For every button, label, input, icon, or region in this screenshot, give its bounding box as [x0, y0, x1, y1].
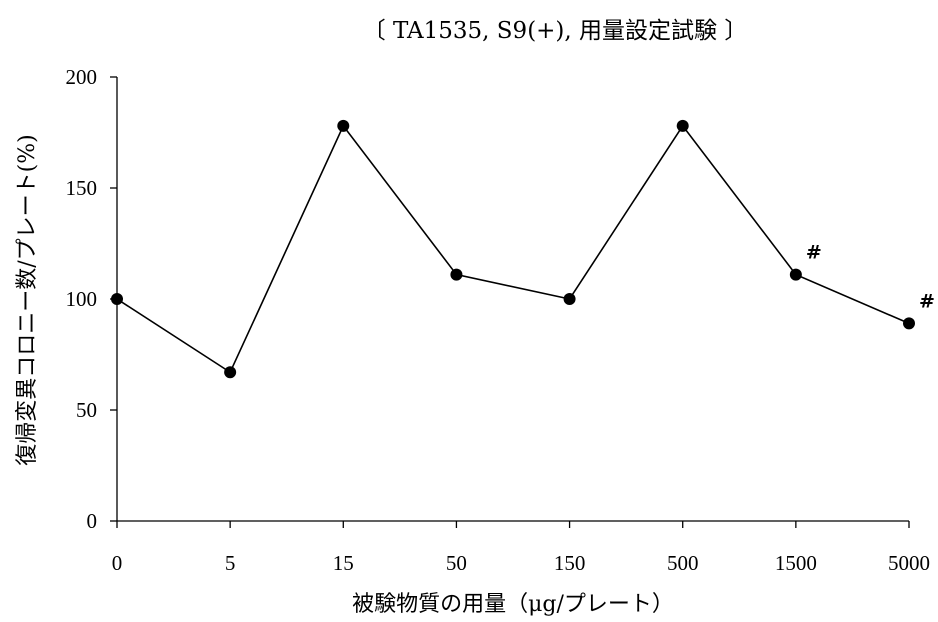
data-point — [903, 317, 915, 330]
y-tick-label: 100 — [66, 287, 98, 311]
significance-mark: # — [919, 290, 935, 312]
y-tick-label: 150 — [66, 176, 98, 200]
x-tick-label: 50 — [446, 551, 467, 575]
y-axis-label: 復帰変異コロニー数/プレート(%) — [15, 134, 40, 465]
data-point — [789, 268, 802, 281]
axes — [110, 76, 910, 528]
y-tick-label: 200 — [66, 65, 98, 89]
data-point — [450, 268, 463, 281]
x-tick-label: 0 — [112, 551, 123, 575]
y-tick-label: 50 — [76, 398, 97, 422]
data-point — [676, 119, 689, 132]
data-point — [111, 293, 123, 305]
chart-title: 〔 TA1535, S9(+), 用量設定試験 〕 — [363, 18, 748, 44]
series-polyline — [116, 124, 910, 374]
significance-mark: # — [806, 242, 822, 264]
annotations: ## — [806, 242, 935, 313]
x-tick-label: 150 — [554, 551, 586, 575]
x-axis-label: 被験物質の用量（μg/プレート） — [352, 592, 674, 617]
x-tick-label: 500 — [667, 551, 699, 575]
data-point — [563, 293, 576, 305]
x-tick-label: 1500 — [775, 551, 817, 575]
tick-labels: 0 50 100 150 200 0 5 15 50 150 500 1500 5000 — [66, 65, 931, 575]
data-point — [337, 119, 350, 132]
series-line — [111, 119, 915, 379]
y-tick-label: 0 — [87, 509, 98, 533]
x-tick-label: 15 — [333, 551, 354, 575]
data-point — [224, 366, 237, 379]
x-tick-label: 5 — [225, 551, 236, 575]
x-tick-label: 5000 — [888, 551, 930, 575]
